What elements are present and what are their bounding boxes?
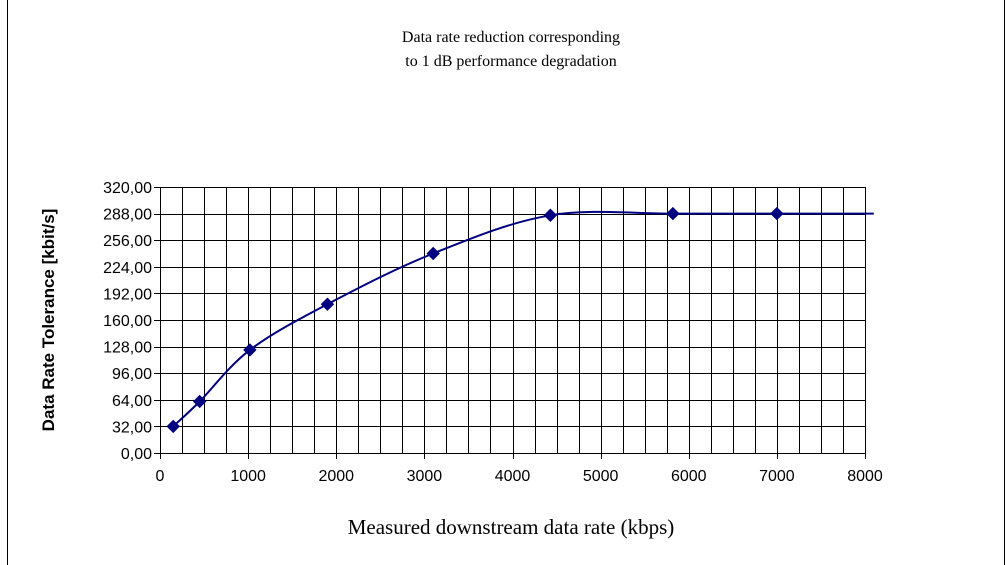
data-point-marker	[166, 419, 180, 434]
y-tick-label: 160,00	[103, 313, 152, 330]
data-point-marker	[243, 343, 257, 357]
x-tick-label: 8000	[847, 468, 883, 485]
grid-lines	[160, 187, 866, 454]
y-tick-label: 128,00	[103, 340, 152, 357]
frame-border-right	[1004, 0, 1005, 565]
data-point-marker	[770, 206, 784, 221]
y-axis-label: Data Rate Tolerance [kbit/s]	[39, 209, 58, 432]
x-tick-label: 7000	[759, 468, 795, 485]
data-point-marker	[543, 208, 558, 222]
y-tick-label: 0,00	[121, 446, 152, 463]
x-tick-label: 5000	[583, 468, 619, 485]
x-tick-label: 6000	[671, 468, 707, 485]
x-tick-label: 1000	[230, 468, 266, 485]
data-point-marker	[426, 246, 440, 261]
y-tick-label: 256,00	[103, 233, 152, 250]
x-tick-label: 0	[156, 468, 165, 485]
y-tick-label: 96,00	[112, 366, 152, 383]
y-tick-label: 32,00	[112, 419, 152, 436]
data-point-marker	[320, 297, 335, 311]
x-tick-label: 4000	[495, 468, 531, 485]
chart-title-line-1: Data rate reduction corresponding	[402, 29, 620, 46]
axes	[154, 187, 866, 459]
y-tick-label: 192,00	[103, 286, 152, 303]
y-tick-label: 288,00	[103, 207, 152, 224]
y-tick-label: 320,00	[103, 180, 152, 197]
x-tick-labels: 0 1000 2000 3000 4000 5000 6000 7000 8000	[156, 468, 883, 485]
data-point-marker	[666, 206, 680, 221]
y-tick-labels: 0,00 32,00 64,00 96,00 128,00 160,00 192,00 224…	[103, 180, 152, 463]
y-tick-label: 64,00	[112, 393, 152, 410]
x-tick-label: 2000	[318, 468, 354, 485]
data-point-marker	[192, 394, 207, 409]
series-line	[172, 210, 874, 428]
x-axis-label: Measured downstream data rate (kbps)	[348, 515, 675, 539]
y-tick-label: 224,00	[103, 260, 152, 277]
frame-border-left	[7, 0, 8, 565]
chart-title-line-2: to 1 dB performance degradation	[405, 53, 616, 70]
x-tick-label: 3000	[407, 468, 443, 485]
data-series	[166, 206, 874, 434]
